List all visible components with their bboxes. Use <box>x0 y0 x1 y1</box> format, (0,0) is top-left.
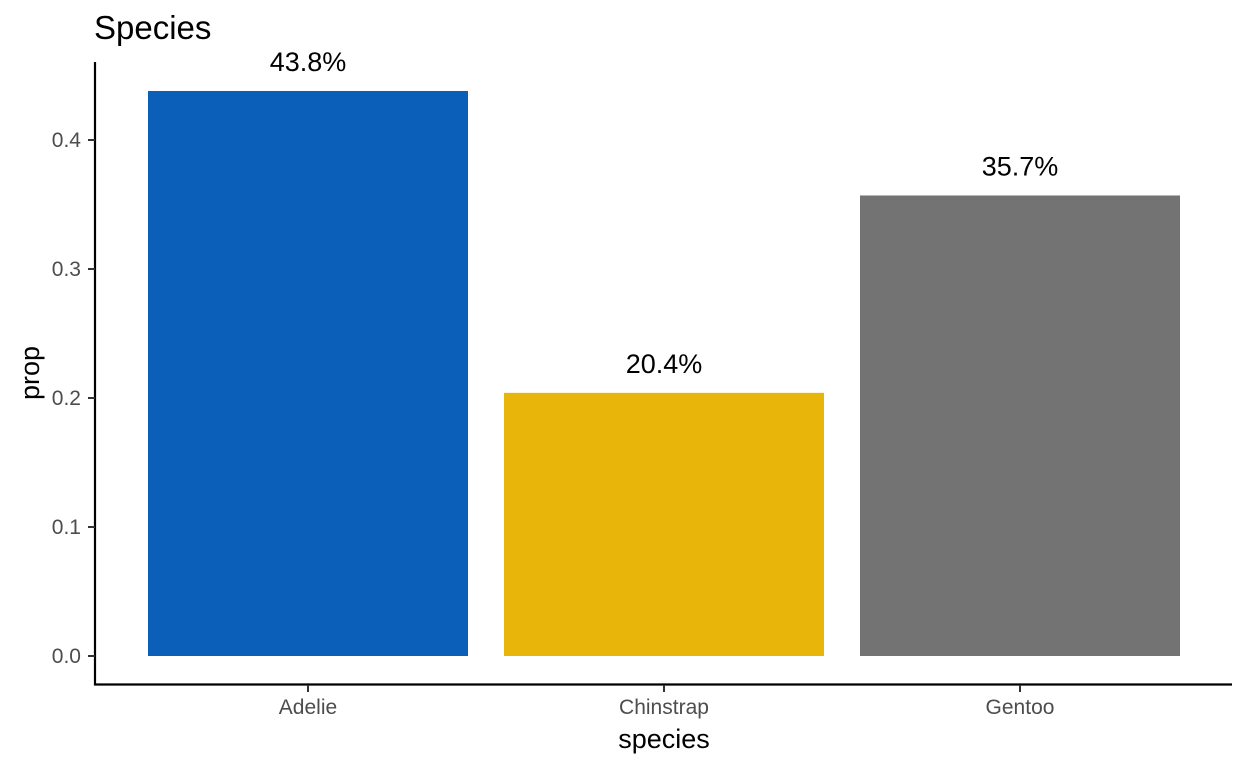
chart-title: Species <box>94 9 211 46</box>
data-label-adelie: 43.8% <box>270 47 347 77</box>
y-tick-label-0-4: 0.4 <box>52 129 82 152</box>
x-ticks-group: Adelie Chinstrap Gentoo <box>279 685 1055 719</box>
y-tick-label-0-0: 0.0 <box>52 645 81 668</box>
x-axis-title: species <box>618 724 710 754</box>
bar-adelie <box>148 90 468 657</box>
y-ticks-group: 0.0 0.1 0.2 0.3 0.4 <box>52 129 95 668</box>
x-tick-label-gentoo: Gentoo <box>986 696 1055 719</box>
bar-chinstrap <box>504 392 824 656</box>
bars-group <box>148 90 1180 657</box>
bar-gentoo <box>860 195 1180 656</box>
y-axis-title: prop <box>15 346 45 400</box>
data-label-chinstrap: 20.4% <box>626 349 703 379</box>
data-labels-group: 43.8% 20.4% 35.7% <box>270 47 1059 379</box>
x-tick-label-adelie: Adelie <box>279 696 337 719</box>
y-tick-label-0-3: 0.3 <box>52 258 81 281</box>
data-label-gentoo: 35.7% <box>982 151 1059 181</box>
y-tick-label-0-2: 0.2 <box>52 387 81 410</box>
x-tick-label-chinstrap: Chinstrap <box>619 696 709 719</box>
y-tick-label-0-1: 0.1 <box>52 516 81 539</box>
